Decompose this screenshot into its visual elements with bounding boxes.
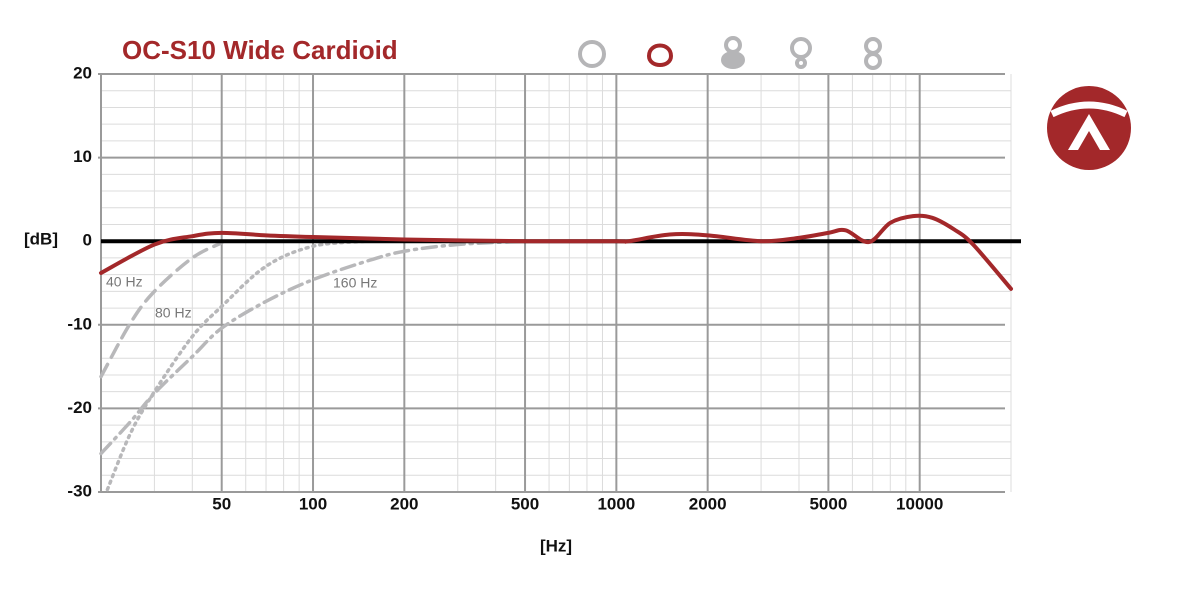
cardioid-icon-lobe bbox=[721, 51, 745, 69]
y-tick-label: -30 bbox=[67, 481, 92, 500]
pattern-icons bbox=[578, 36, 882, 70]
x-tick-label: 200 bbox=[390, 494, 418, 513]
logo-mark bbox=[1068, 114, 1110, 150]
x-axis-label: [Hz] bbox=[540, 536, 572, 555]
y-axis-label: [dB] bbox=[24, 229, 58, 248]
hypercardioid-icon bbox=[790, 37, 812, 59]
y-tick-label: -10 bbox=[67, 314, 92, 333]
wide-cardioid-icon bbox=[646, 43, 674, 67]
omni-icon bbox=[578, 40, 606, 68]
x-tick-label: 2000 bbox=[689, 494, 727, 513]
y-tick-label: -20 bbox=[67, 398, 92, 417]
chart-title: OC-S10 Wide Cardioid bbox=[122, 35, 398, 65]
x-tick-label: 500 bbox=[511, 494, 539, 513]
response-curve bbox=[99, 241, 224, 379]
curve-label: 80 Hz bbox=[155, 305, 192, 321]
logo bbox=[1047, 86, 1131, 170]
x-tick-label: 50 bbox=[212, 494, 231, 513]
logo-band bbox=[1050, 101, 1128, 118]
x-tick-label: 10000 bbox=[896, 494, 943, 513]
x-tick-label: 5000 bbox=[809, 494, 847, 513]
x-tick-label: 100 bbox=[299, 494, 327, 513]
y-tick-label: 10 bbox=[73, 147, 92, 166]
y-tick-label: 20 bbox=[73, 63, 92, 82]
y-tick-label: 0 bbox=[83, 231, 92, 250]
response-curve bbox=[99, 239, 527, 456]
hypercardioid-icon-lobe bbox=[795, 57, 807, 69]
curve-label: 160 Hz bbox=[333, 275, 377, 291]
cardioid-icon bbox=[724, 36, 742, 54]
figure8-icon-top bbox=[864, 37, 882, 55]
curve-label: 40 Hz bbox=[106, 274, 143, 290]
figure8-icon-bottom bbox=[864, 52, 882, 70]
x-tick-label: 1000 bbox=[597, 494, 635, 513]
response-curve bbox=[99, 213, 1013, 291]
grid bbox=[98, 73, 1012, 493]
response-curve bbox=[105, 239, 369, 492]
